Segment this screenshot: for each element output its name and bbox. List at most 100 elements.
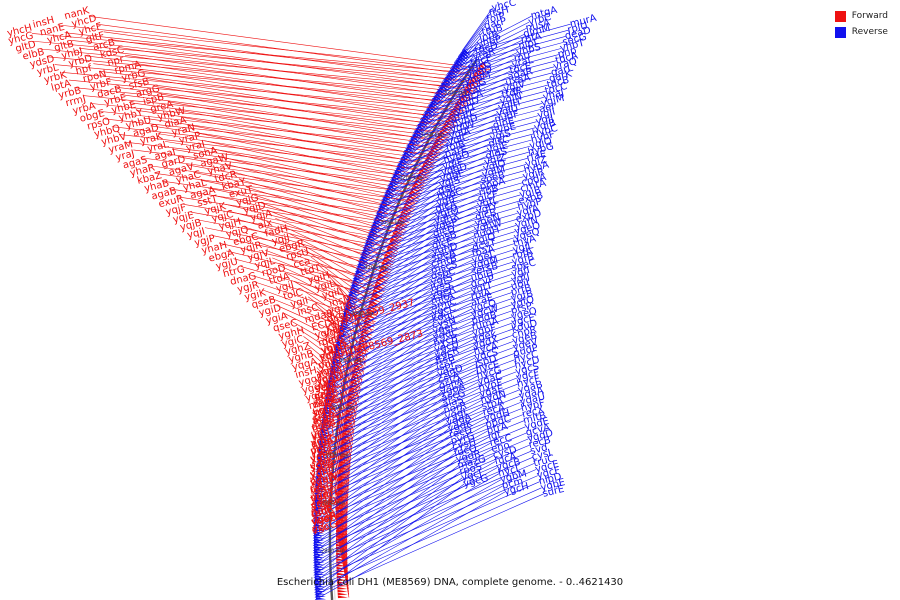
reverse-gene-label[interactable]: fucO — [453, 443, 478, 459]
forward-gene-label[interactable]: idi — [310, 429, 324, 443]
forward-gene-label[interactable]: argP — [311, 411, 335, 427]
reverse-gene-label[interactable]: ygfB — [510, 288, 535, 304]
forward-gene-label[interactable]: ygiA — [265, 311, 289, 327]
reverse-gene-label[interactable]: gsp — [437, 182, 457, 197]
reverse-gene-label[interactable]: yrbC — [527, 12, 552, 28]
reverse-gene-label[interactable]: ygfI — [510, 265, 531, 280]
reverse-gene-label[interactable]: yhaJ — [542, 87, 565, 103]
reverse-gene-label[interactable]: ygiB — [518, 185, 542, 201]
reverse-gene-label[interactable]: recX — [521, 404, 546, 420]
forward-gene-label[interactable]: yqjD — [242, 200, 267, 216]
forward-gene-label[interactable]: yqjC — [211, 209, 235, 225]
reverse-gene-label[interactable]: ygfB — [511, 252, 536, 268]
forward-gene-label[interactable]: ygiN — [327, 301, 352, 317]
forward-gene-label[interactable]: ygiK — [243, 287, 267, 303]
reverse-gene-label[interactable]: ygfY — [475, 201, 500, 217]
forward-gene-label[interactable]: yqjH — [218, 217, 243, 233]
reverse-gene-label[interactable]: pnp — [557, 45, 578, 60]
reverse-gene-label[interactable]: mtr — [513, 49, 534, 64]
reverse-gene-label[interactable]: tdcC — [544, 81, 569, 97]
forward-gene-label[interactable]: yraL — [146, 139, 170, 155]
forward-gene-label[interactable]: yqeJ — [309, 465, 332, 481]
reverse-gene-label[interactable]: ygiD — [456, 95, 481, 111]
forward-gene-label[interactable]: yrbF — [89, 77, 113, 93]
reverse-gene-label[interactable]: ygjH — [497, 97, 522, 113]
forward-gene-label[interactable]: csdE — [310, 505, 335, 521]
reverse-gene-label[interactable]: svd — [529, 442, 549, 457]
reverse-gene-label[interactable]: yqfA — [516, 203, 541, 219]
reverse-gene-label[interactable]: ygiT — [454, 102, 478, 118]
reverse-gene-label[interactable]: ribB — [478, 183, 500, 199]
forward-gene-label[interactable]: insH — [32, 15, 56, 31]
reverse-gene-label[interactable]: tdcB — [546, 75, 571, 91]
forward-gene-label[interactable]: ygiL — [314, 278, 337, 294]
reverse-gene-label[interactable]: plsC — [487, 134, 510, 150]
reverse-gene-label[interactable]: rbfA — [511, 246, 534, 262]
reverse-gene-label[interactable]: ygiU — [495, 104, 519, 120]
forward-gene-label[interactable]: diaA — [163, 115, 187, 131]
reverse-gene-label[interactable]: folP — [485, 11, 506, 26]
reverse-gene-label[interactable]: ygiS — [489, 128, 512, 144]
forward-gene-label[interactable]: yqjJ — [271, 232, 291, 247]
forward-gene-label[interactable]: ygiC — [281, 334, 305, 350]
reverse-gene-label[interactable]: ygiR — [522, 167, 546, 183]
forward-gene-label[interactable]: yraI — [185, 139, 206, 154]
reverse-gene-label[interactable]: glgS — [485, 146, 509, 162]
reverse-gene-label[interactable]: mltA — [430, 290, 455, 306]
forward-gene-label[interactable]: yqjB — [179, 218, 203, 234]
forward-gene-label[interactable]: argA — [309, 497, 334, 513]
reverse-gene-label[interactable]: pcm — [501, 476, 525, 492]
reverse-gene-label[interactable]: ygdI — [444, 407, 468, 423]
forward-gene-label[interactable]: insC — [296, 302, 319, 318]
forward-gene-label[interactable]: agaI — [153, 147, 177, 163]
forward-gene-label[interactable]: pbl — [309, 443, 327, 457]
forward-gene-label[interactable]: mltC — [317, 355, 342, 371]
forward-gene-label[interactable]: bglA — [312, 403, 336, 419]
reverse-gene-label[interactable]: lysS — [430, 279, 452, 295]
forward-gene-label[interactable]: ygeI — [309, 490, 332, 506]
reverse-gene-label[interactable]: ubiH — [470, 268, 495, 284]
reverse-gene-label[interactable]: parE — [444, 144, 469, 160]
reverse-gene-label[interactable]: rplU — [566, 20, 589, 36]
reverse-gene-label[interactable]: ygfE — [435, 193, 459, 209]
forward-gene-label[interactable]: lptA — [50, 78, 72, 94]
forward-gene-label[interactable]: yrbK — [43, 70, 68, 86]
reverse-gene-label[interactable]: glcA — [434, 199, 458, 215]
reverse-gene-label[interactable]: rpoS — [458, 461, 483, 477]
forward-gene-label[interactable]: yraJ — [115, 148, 136, 163]
forward-gene-label[interactable]: gltB — [53, 39, 75, 55]
reverse-gene-label[interactable]: garL — [550, 63, 575, 79]
forward-gene-label[interactable]: yraP — [178, 130, 202, 146]
reverse-gene-label[interactable]: surE — [542, 484, 566, 500]
forward-gene-label[interactable]: greA — [149, 99, 174, 115]
reverse-gene-label[interactable]: kdul — [431, 309, 454, 325]
forward-gene-label[interactable]: yrbB — [57, 85, 82, 101]
reverse-gene-label[interactable]: ptrA — [486, 421, 509, 437]
reverse-gene-label[interactable]: rfaE — [525, 149, 547, 165]
reverse-gene-label[interactable]: nlpD — [538, 471, 563, 487]
forward-gene-label[interactable]: tolC — [282, 287, 304, 302]
reverse-gene-label[interactable]: yraR — [471, 46, 496, 62]
forward-gene-label[interactable]: ygjV — [246, 248, 270, 264]
reverse-gene-label[interactable]: recB — [528, 435, 553, 451]
reverse-gene-label[interactable]: glcE — [431, 236, 454, 252]
forward-gene-label[interactable]: yraK — [139, 131, 164, 147]
reverse-gene-label[interactable]: fbaA — [471, 244, 496, 260]
reverse-gene-label[interactable]: ttdR — [501, 85, 524, 101]
reverse-gene-label[interactable]: ubiI — [510, 277, 531, 292]
reverse-gene-label[interactable]: ygiS — [438, 175, 461, 191]
reverse-gene-label[interactable]: aer — [538, 101, 557, 116]
reverse-gene-label[interactable]: tdcF — [469, 53, 493, 69]
forward-gene-label[interactable]: argK — [310, 434, 335, 450]
reverse-gene-label[interactable]: recA — [482, 402, 507, 418]
forward-gene-label[interactable]: yqjL — [254, 256, 277, 272]
reverse-gene-label[interactable]: cysI — [531, 448, 553, 463]
forward-gene-label[interactable]: glcC — [321, 332, 345, 348]
forward-gene-label[interactable]: ygjU — [215, 256, 239, 272]
forward-gene-label[interactable]: yqjI — [186, 226, 206, 241]
reverse-gene-label[interactable]: ygjQ — [472, 231, 497, 247]
forward-gene-label[interactable]: yqjR — [239, 240, 263, 256]
reverse-gene-label[interactable]: ispF — [435, 358, 457, 374]
reverse-gene-label[interactable]: nlpI — [517, 37, 538, 52]
reverse-gene-label[interactable]: yqiC — [446, 132, 470, 148]
